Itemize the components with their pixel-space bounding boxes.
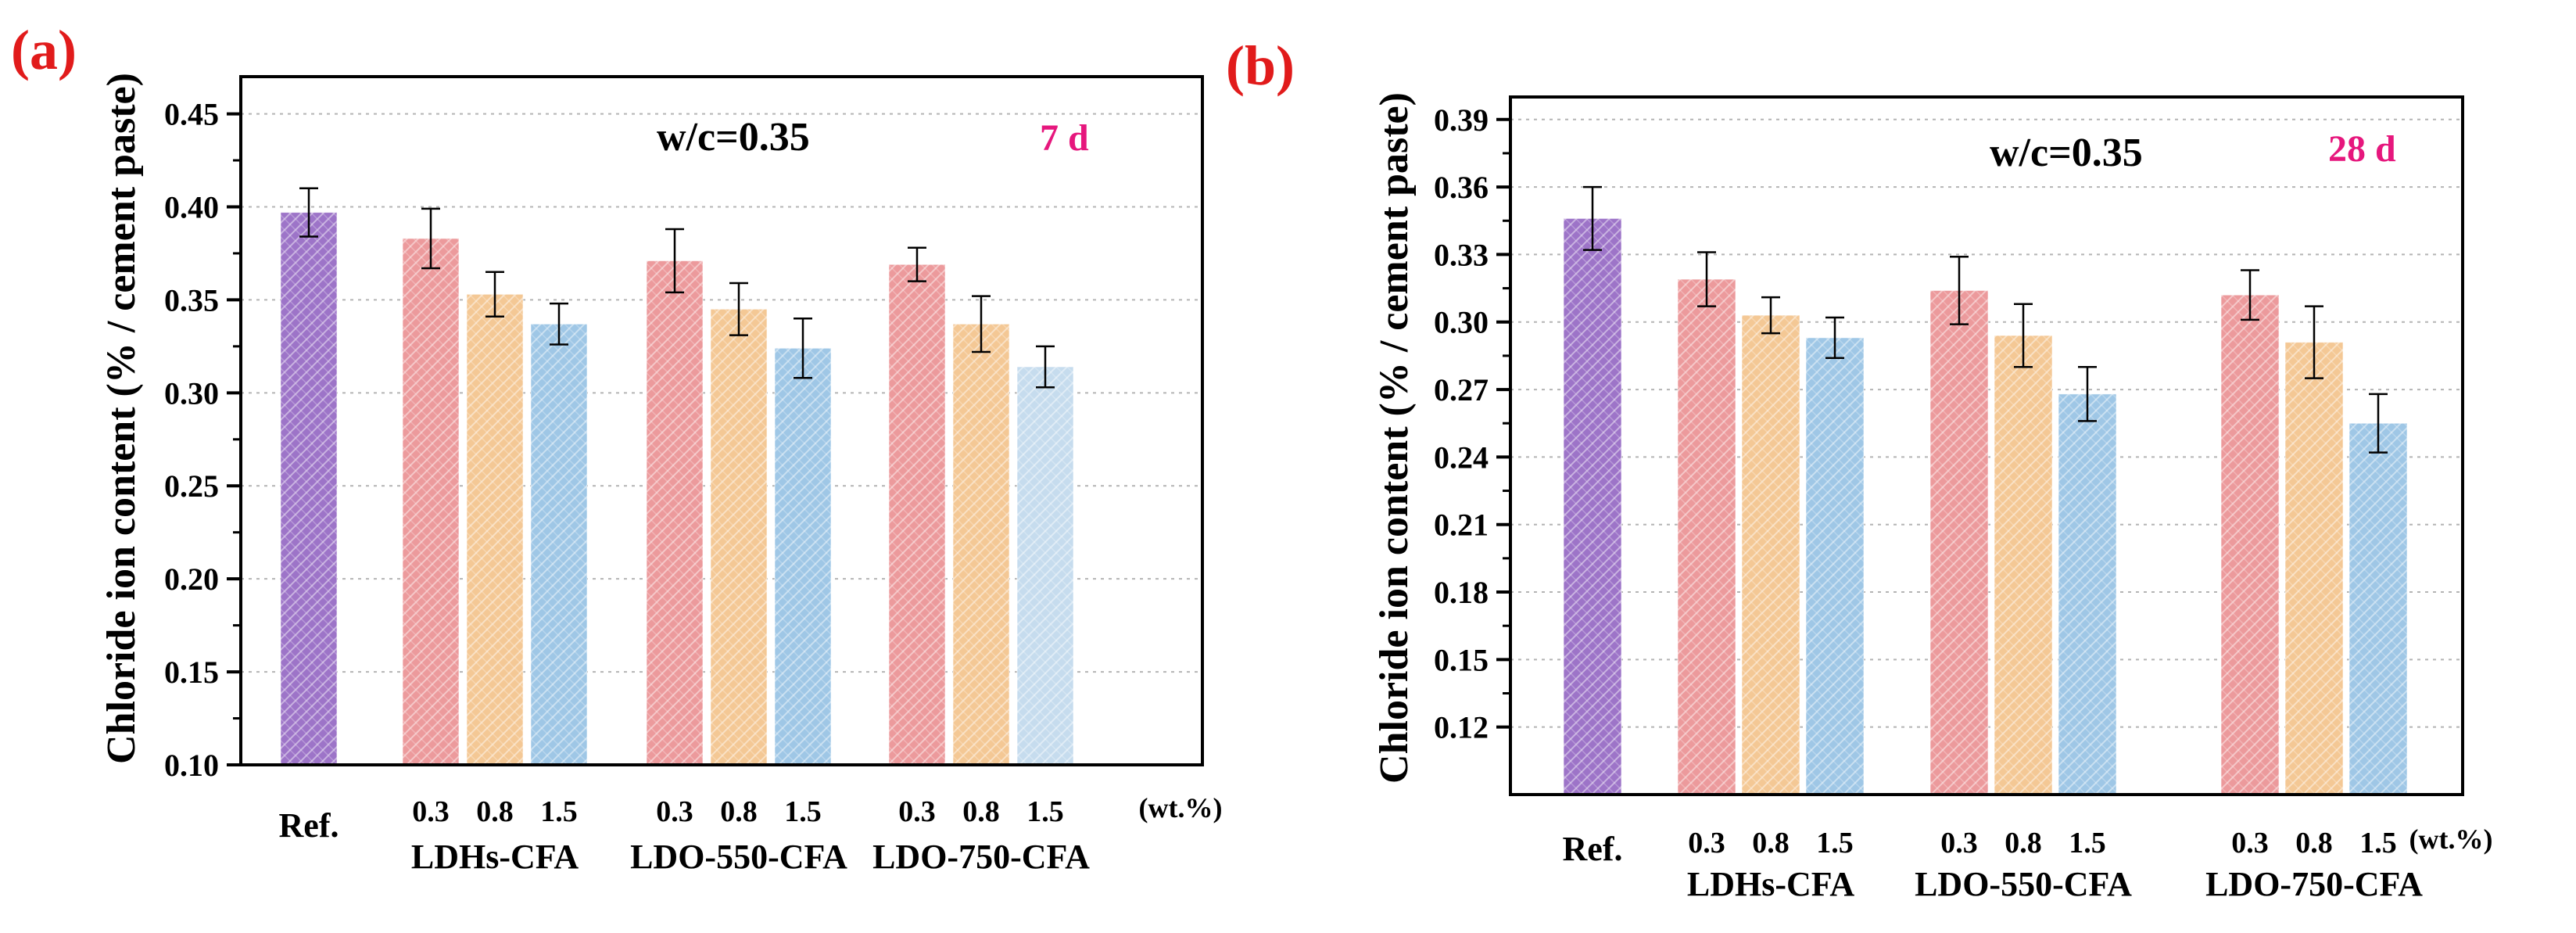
x-dosage-label: 0.3 bbox=[656, 795, 693, 828]
x-labels-b: Ref. 0.3 0.8 1.5 LDHs-CFA 0.3 0.8 1.5 LDO-550-CF… bbox=[1563, 824, 2493, 903]
y-tick-label: 0.20 bbox=[164, 562, 219, 597]
plot-frame-b bbox=[1509, 95, 2464, 796]
x-dosage-label: 1.5 bbox=[2359, 827, 2397, 859]
bar-hatch bbox=[711, 309, 767, 765]
x-dosage-label: 0.8 bbox=[720, 795, 758, 828]
bar-hatch bbox=[889, 264, 945, 766]
x-group-label: LDHs-CFA bbox=[411, 838, 579, 876]
y-tick-label: 0.35 bbox=[164, 282, 219, 318]
bar-hatch bbox=[2285, 342, 2343, 795]
x-group-label: LDO-750-CFA bbox=[872, 838, 1090, 876]
x-dosage-label: 0.8 bbox=[1752, 827, 1790, 859]
x-group-label: LDHs-CFA bbox=[1687, 865, 1855, 903]
x-dosage-label: 1.5 bbox=[540, 795, 578, 828]
x-dosage-label: 0.3 bbox=[898, 795, 936, 828]
age-annotation-b: 28 d bbox=[2328, 128, 2396, 170]
y-tick-label: 0.30 bbox=[164, 375, 219, 411]
panel-label-a: (a) bbox=[11, 19, 77, 81]
x-dosage-label: 1.5 bbox=[784, 795, 822, 828]
y-tick-label: 0.39 bbox=[1434, 102, 1489, 138]
chart-panel-b: (b) 0.12 0.15 0.18 0.21 0.24 0.27 0.30 0.33 0.36… bbox=[1226, 34, 2492, 903]
y-tick-label: 0.15 bbox=[164, 655, 219, 690]
y-tick-label: 0.36 bbox=[1434, 170, 1489, 205]
x-group-label: LDO-550-CFA bbox=[630, 838, 847, 876]
x-dosage-label: 0.3 bbox=[412, 795, 450, 828]
x-dosage-label: 0.3 bbox=[1688, 827, 1725, 859]
x-dosage-label: 1.5 bbox=[1026, 795, 1064, 828]
bar-hatch bbox=[1994, 336, 2052, 795]
bar-hatch bbox=[2221, 295, 2279, 795]
bar-hatch bbox=[531, 324, 587, 765]
x-dosage-label: 1.5 bbox=[1816, 827, 1854, 859]
y-tick-label: 0.21 bbox=[1434, 508, 1489, 543]
y-tick-label: 0.27 bbox=[1434, 372, 1489, 407]
y-axis-label-a: Chloride ion content (% / cement paste) bbox=[99, 73, 144, 764]
y-tick-label: 0.33 bbox=[1434, 237, 1489, 272]
bar-hatch bbox=[1930, 290, 1988, 795]
x-dosage-label: 0.8 bbox=[2295, 827, 2333, 859]
bar-hatch bbox=[1742, 315, 1800, 795]
y-tick-label: 0.25 bbox=[164, 468, 219, 504]
x-dosage-label: 0.3 bbox=[2231, 827, 2269, 859]
chart-panel-a: (a) 0.10 0.15 0.20 0.25 0.30 0.35 0.40 0.45 Ref… bbox=[11, 19, 1222, 876]
age-annotation-a: 7 d bbox=[1040, 117, 1089, 159]
bar-hatch bbox=[775, 348, 831, 765]
y-tick-label: 0.40 bbox=[164, 189, 219, 224]
bar-hatch bbox=[1806, 337, 1864, 795]
bar-hatch bbox=[467, 294, 523, 765]
y-tick-label: 0.18 bbox=[1434, 575, 1489, 610]
bar-hatch bbox=[1017, 367, 1073, 765]
bar-hatch bbox=[1564, 218, 1621, 795]
y-axis-label-b: Chloride ion content (% / cement paste) bbox=[1372, 92, 1417, 784]
y-tick-label: 0.12 bbox=[1434, 710, 1489, 745]
y-tick-label: 0.15 bbox=[1434, 642, 1489, 677]
x-dosage-label: 0.8 bbox=[962, 795, 1000, 828]
y-tick-label: 0.10 bbox=[164, 748, 219, 783]
condition-annotation-b: w/c=0.35 bbox=[1990, 131, 2143, 175]
bar-hatch bbox=[2058, 393, 2116, 795]
y-tick-label: 0.45 bbox=[164, 97, 219, 132]
x-dosage-label: 0.8 bbox=[2005, 827, 2042, 859]
x-group-label: LDO-550-CFA bbox=[1915, 865, 2132, 903]
x-dosage-label: 0.8 bbox=[476, 795, 514, 828]
bar-hatch bbox=[647, 260, 703, 765]
grid-b bbox=[1510, 118, 2463, 728]
x-unit-label: (wt.%) bbox=[1139, 792, 1223, 824]
plot-frame-a bbox=[239, 75, 1204, 766]
x-dosage-label: 1.5 bbox=[2069, 827, 2106, 859]
bars-a bbox=[280, 187, 1074, 766]
x-group-label-ref: Ref. bbox=[1563, 830, 1623, 868]
bar-hatch bbox=[2349, 423, 2407, 795]
y-tick-label: 0.24 bbox=[1434, 440, 1489, 475]
bar-hatch bbox=[1678, 279, 1736, 795]
panel-label-b: (b) bbox=[1226, 34, 1295, 97]
x-group-label: LDO-750-CFA bbox=[2205, 865, 2423, 903]
x-dosage-label: 0.3 bbox=[1940, 827, 1978, 859]
y-ticks-b: 0.12 0.15 0.18 0.21 0.24 0.27 0.30 0.33 0.36 0.39 bbox=[1434, 102, 1510, 745]
x-group-label-ref: Ref. bbox=[279, 806, 339, 845]
bars-b bbox=[1563, 185, 2408, 795]
bar-hatch bbox=[953, 324, 1009, 765]
y-tick-label: 0.30 bbox=[1434, 305, 1489, 340]
bar-hatch bbox=[403, 238, 459, 765]
condition-annotation-a: w/c=0.35 bbox=[657, 115, 810, 160]
y-ticks-a: 0.10 0.15 0.20 0.25 0.30 0.35 0.40 0.45 bbox=[164, 97, 241, 783]
bar-hatch bbox=[281, 212, 337, 766]
x-labels-a: Ref. 0.3 0.8 1.5 LDHs-CFA 0.3 0.8 1.5 LDO-550-CF… bbox=[279, 792, 1223, 876]
x-unit-label: (wt.%) bbox=[2409, 824, 2493, 855]
